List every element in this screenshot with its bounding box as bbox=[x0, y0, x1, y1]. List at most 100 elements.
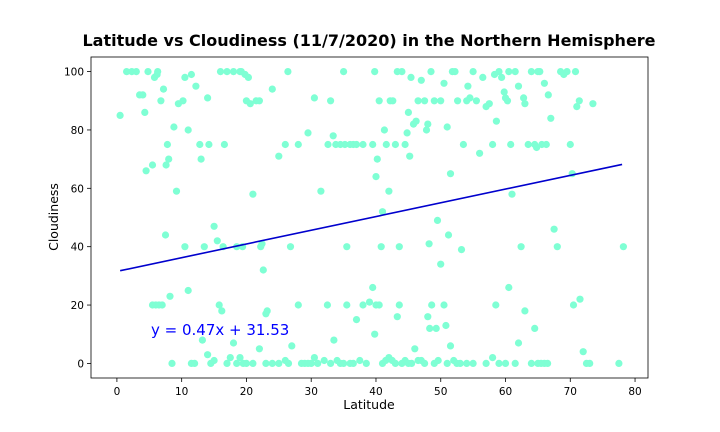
data-point bbox=[179, 97, 187, 105]
data-point bbox=[408, 359, 416, 367]
data-point bbox=[163, 140, 171, 149]
data-point bbox=[446, 170, 455, 178]
data-point bbox=[170, 123, 178, 131]
data-point bbox=[157, 97, 165, 105]
data-point bbox=[196, 140, 204, 149]
data-point bbox=[159, 85, 168, 93]
data-point bbox=[275, 359, 283, 367]
data-point bbox=[341, 140, 349, 149]
data-point bbox=[520, 94, 528, 102]
data-point bbox=[148, 161, 157, 169]
data-point bbox=[288, 342, 296, 350]
x-tick-label: 70 bbox=[564, 386, 577, 398]
data-point bbox=[284, 359, 293, 367]
data-point bbox=[218, 307, 226, 315]
data-point bbox=[433, 216, 442, 224]
data-point bbox=[375, 301, 383, 309]
data-point bbox=[511, 359, 519, 367]
data-point bbox=[162, 161, 170, 169]
data-point bbox=[255, 345, 263, 353]
data-point bbox=[263, 307, 271, 315]
data-point bbox=[191, 359, 199, 367]
data-point bbox=[454, 97, 462, 105]
data-point bbox=[359, 140, 367, 149]
data-point bbox=[501, 359, 510, 367]
data-point bbox=[154, 68, 162, 76]
x-axis-ticks: 0 10 20 30 40 50 60 70 80 bbox=[114, 378, 642, 398]
y-tick-label: 20 bbox=[71, 300, 84, 312]
y-tick-label: 80 bbox=[71, 125, 84, 137]
data-point bbox=[314, 359, 322, 367]
data-point bbox=[550, 225, 558, 233]
data-point bbox=[184, 126, 192, 134]
data-point bbox=[507, 140, 515, 149]
data-point bbox=[365, 298, 374, 306]
data-point bbox=[377, 243, 385, 251]
data-point bbox=[229, 339, 238, 347]
data-point bbox=[553, 243, 561, 251]
data-point bbox=[139, 91, 147, 99]
x-tick-label: 60 bbox=[499, 386, 512, 398]
data-point bbox=[479, 73, 487, 81]
data-point bbox=[210, 356, 218, 365]
data-point bbox=[412, 117, 420, 125]
data-point bbox=[205, 140, 213, 149]
data-point bbox=[187, 70, 195, 79]
data-point bbox=[521, 307, 529, 315]
data-point bbox=[544, 359, 552, 367]
data-point bbox=[349, 359, 357, 367]
data-point bbox=[432, 324, 440, 332]
data-point bbox=[375, 97, 383, 105]
data-point bbox=[389, 97, 397, 105]
data-point bbox=[615, 359, 623, 367]
x-tick-label: 0 bbox=[114, 386, 121, 398]
data-point bbox=[425, 240, 433, 248]
data-point bbox=[569, 301, 578, 309]
data-point bbox=[426, 324, 434, 332]
data-point bbox=[369, 283, 377, 292]
data-point bbox=[320, 356, 328, 365]
data-point bbox=[505, 283, 513, 292]
data-point bbox=[223, 359, 231, 367]
data-point bbox=[517, 243, 525, 251]
data-point bbox=[451, 68, 459, 76]
data-point bbox=[540, 79, 549, 87]
data-point bbox=[369, 140, 377, 149]
data-point bbox=[310, 354, 318, 362]
data-point bbox=[317, 187, 325, 195]
data-point bbox=[500, 88, 508, 96]
y-tick-label: 0 bbox=[77, 358, 84, 370]
data-point bbox=[437, 260, 445, 268]
data-point bbox=[469, 68, 477, 76]
data-point bbox=[382, 140, 390, 149]
data-point bbox=[142, 167, 150, 175]
data-point bbox=[536, 68, 544, 76]
data-point bbox=[286, 243, 295, 251]
data-point bbox=[362, 359, 370, 367]
data-point bbox=[259, 266, 267, 274]
data-point bbox=[476, 149, 484, 157]
data-point bbox=[372, 173, 380, 181]
data-point bbox=[463, 359, 471, 367]
data-point bbox=[220, 140, 228, 149]
data-point bbox=[495, 68, 503, 76]
data-point bbox=[378, 208, 387, 216]
data-point bbox=[503, 97, 512, 105]
data-point bbox=[411, 345, 419, 353]
data-point bbox=[385, 187, 393, 195]
x-tick-label: 80 bbox=[628, 386, 641, 398]
data-point bbox=[430, 97, 438, 105]
data-point bbox=[158, 301, 166, 309]
data-point bbox=[428, 301, 436, 309]
data-point bbox=[398, 68, 406, 76]
data-point bbox=[216, 68, 225, 76]
data-point bbox=[393, 313, 401, 321]
data-point bbox=[495, 359, 503, 367]
data-point bbox=[343, 243, 351, 251]
data-point bbox=[132, 68, 140, 76]
data-point bbox=[446, 342, 455, 350]
x-tick-label: 40 bbox=[369, 386, 382, 398]
data-point bbox=[521, 100, 529, 108]
data-point bbox=[482, 359, 490, 367]
